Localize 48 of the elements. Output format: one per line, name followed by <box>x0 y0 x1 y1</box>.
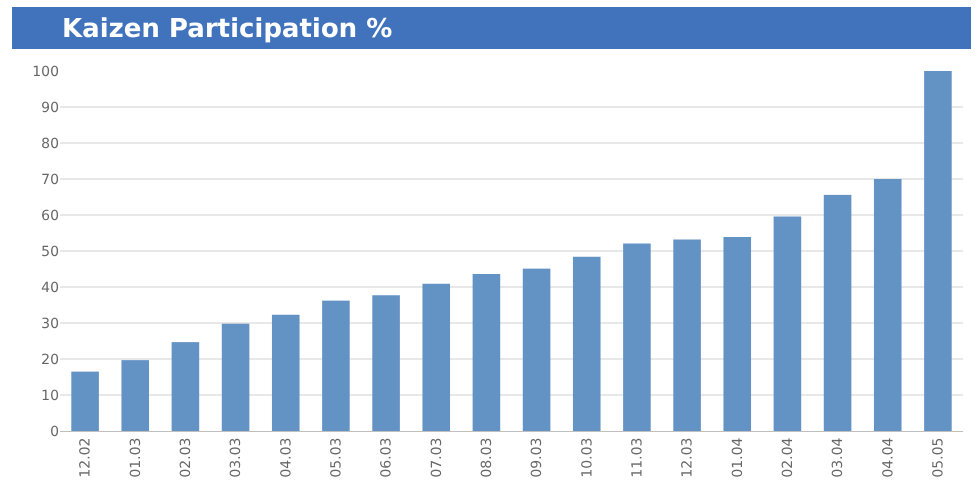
y-tick-label: 100 <box>32 64 59 80</box>
bar <box>522 268 550 431</box>
x-tick-label: 04.03 <box>278 438 294 478</box>
y-tick-label: 0 <box>50 424 59 440</box>
bar <box>172 342 200 431</box>
bar <box>673 239 701 431</box>
bar <box>572 256 601 431</box>
bar <box>422 284 450 431</box>
bar <box>372 295 400 431</box>
bar <box>121 360 150 431</box>
x-tick-label: 01.04 <box>730 438 746 478</box>
bar <box>472 274 500 431</box>
bar <box>774 216 802 431</box>
y-tick-label: 70 <box>41 172 59 188</box>
bar <box>924 71 952 431</box>
chart-title: Kaizen Participation % <box>62 14 392 44</box>
x-tick-label: 09.03 <box>529 438 546 478</box>
bar <box>623 243 651 431</box>
x-tick-label: 05.03 <box>328 438 344 478</box>
bar <box>71 372 99 431</box>
x-tick-label: 08.03 <box>478 438 495 478</box>
x-tick-label: 06.03 <box>378 438 395 478</box>
x-tick-label: 03.03 <box>228 438 244 478</box>
x-tick-label: 04.04 <box>880 438 896 478</box>
y-tick-label: 80 <box>41 136 59 152</box>
y-tick-label: 50 <box>41 244 59 260</box>
x-tick-label: 03.04 <box>830 438 846 478</box>
x-tick-label: 10.03 <box>579 438 596 478</box>
x-tick-label: 11.03 <box>629 438 646 478</box>
x-tick-label: 02.03 <box>178 438 194 478</box>
y-tick-label: 30 <box>41 316 59 332</box>
y-tick-label: 90 <box>41 100 59 116</box>
bar <box>222 324 250 431</box>
x-tick-label: 12.03 <box>680 438 696 478</box>
x-tick-label: 05.05 <box>930 438 946 478</box>
x-tick-label: 12.02 <box>78 438 94 478</box>
x-tick-label: 07.03 <box>428 438 445 478</box>
bar <box>272 314 300 431</box>
x-tick-label: 02.04 <box>780 438 796 478</box>
x-tick-label: 01.03 <box>128 438 144 478</box>
y-tick-label: 10 <box>41 388 59 404</box>
bar <box>322 300 350 431</box>
y-tick-label: 60 <box>41 208 59 224</box>
y-tick-label: 40 <box>41 280 59 296</box>
bar <box>824 194 852 431</box>
bar <box>723 236 752 431</box>
y-tick-label: 20 <box>41 352 59 368</box>
bar <box>874 179 902 431</box>
